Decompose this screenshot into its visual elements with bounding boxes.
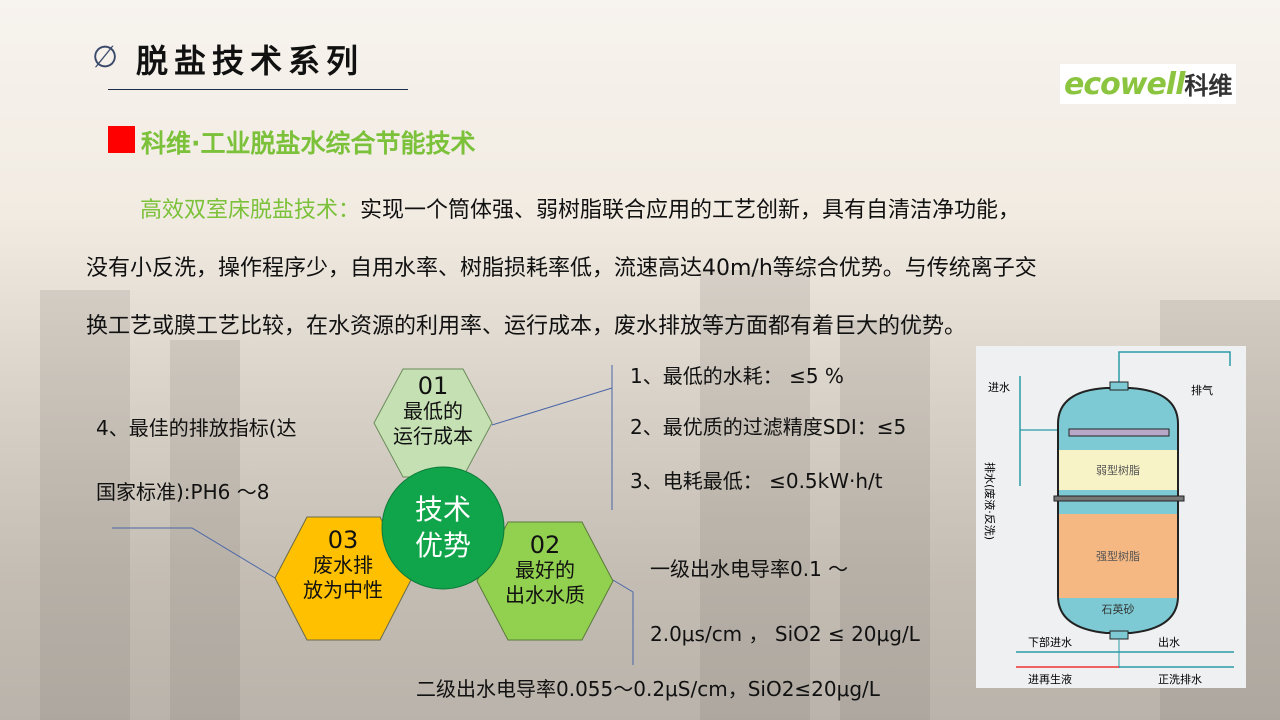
- intro-paragraph: 高效双室床脱盐技术：实现一个筒体强、弱树脂联合应用的工艺创新，具有自清洁净功能，…: [86, 198, 1037, 339]
- quality-line-3: 二级出水电导率0.055～0.2μS/cm，SiO2≤20μg/L: [416, 677, 880, 701]
- svg-text:下部进水: 下部进水: [1028, 635, 1072, 649]
- svg-text:进水: 进水: [988, 381, 1010, 394]
- hex-2: [476, 521, 614, 641]
- detail-item-1: 1、最低的水耗： ≤5 %: [630, 364, 844, 388]
- section-title: 科维·工业脱盐水综合节能技术: [141, 129, 476, 158]
- svg-text:弱型树脂: 弱型树脂: [1096, 463, 1140, 477]
- hex-2-label: 02 最好的 出水水质: [505, 531, 585, 608]
- detail-item-4-line1: 4、最佳的排放指标(达: [96, 416, 297, 440]
- detail-item-2: 2、最优质的过滤精度SDI：≤5: [630, 415, 907, 439]
- quality-line-2: 2.0μs/cm ， SiO2 ≤ 20μg/L: [650, 622, 920, 646]
- svg-text:出水: 出水: [1158, 635, 1180, 649]
- hex-1: [373, 368, 493, 478]
- title-divider: [108, 89, 408, 90]
- quality-line-1: 一级出水电导率0.1 ～: [650, 557, 849, 581]
- page-title: 脱盐技术系列: [136, 42, 365, 80]
- hex-1-label: 01 最低的 运行成本: [393, 372, 473, 449]
- center-label: 技术 优势: [414, 493, 471, 562]
- section-marker: [108, 126, 135, 153]
- svg-text:进再生液: 进再生液: [1028, 672, 1072, 686]
- empty-set-icon: ∅: [92, 40, 119, 75]
- center-circle: [381, 466, 505, 590]
- svg-text:正洗排水: 正洗排水: [1158, 672, 1202, 686]
- ecowell-logo: ecowell科维: [1060, 64, 1237, 104]
- detail-item-4-line2: 国家标准):PH6 ～8: [96, 480, 270, 504]
- bed-diagram: 进水 排气 排水(废液·反洗) 弱型树脂 强型树脂 石英砂 下部进水 出水 进再…: [976, 346, 1246, 688]
- detail-item-3: 3、电耗最低： ≤0.5kW·h/t: [630, 469, 883, 493]
- svg-text:排水(废液·反洗): 排水(废液·反洗): [983, 462, 997, 540]
- svg-text:排气: 排气: [1191, 383, 1213, 397]
- svg-text:石英砂: 石英砂: [1102, 602, 1135, 616]
- intro-highlight: 高效双室床脱盐技术：: [140, 198, 361, 223]
- hex-3-label: 03 废水排 放为中性: [303, 526, 383, 603]
- svg-text:强型树脂: 强型树脂: [1096, 549, 1140, 563]
